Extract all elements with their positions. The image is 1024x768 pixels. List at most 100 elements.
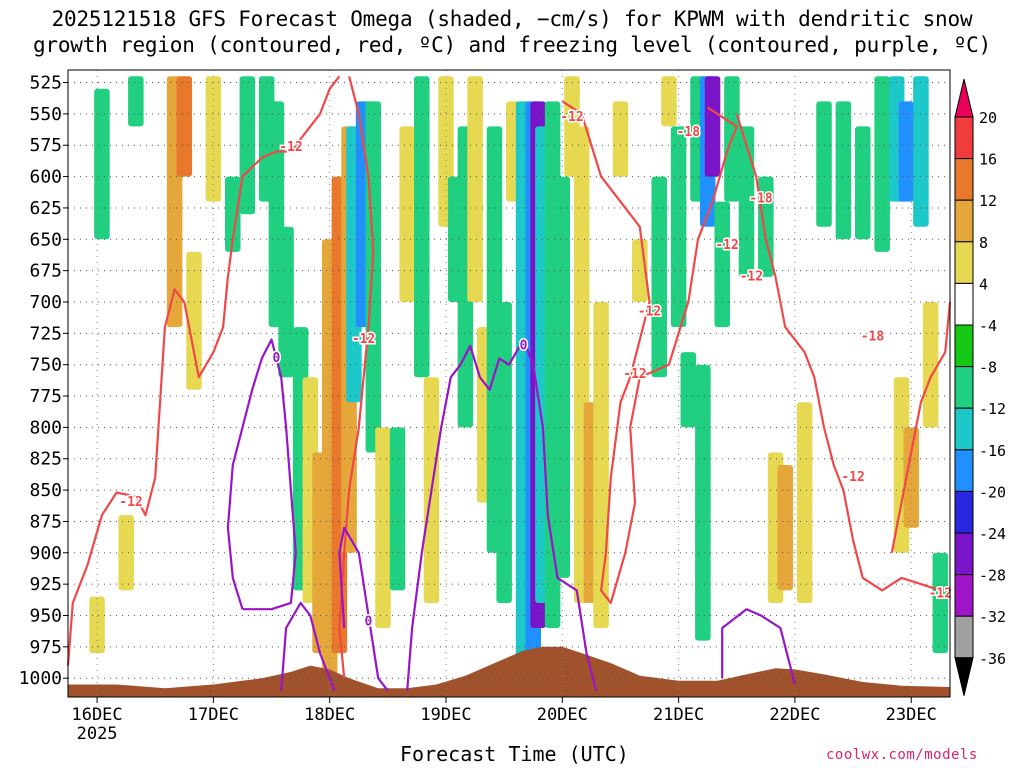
colorbar-swatch bbox=[954, 241, 974, 284]
omega-band bbox=[898, 101, 915, 202]
colorbar-bottom-arrow bbox=[954, 657, 974, 696]
y-tick-label: 675 bbox=[29, 261, 62, 282]
y-tick-label: 900 bbox=[29, 543, 62, 564]
contour-line bbox=[406, 338, 598, 691]
contour-label: -18 bbox=[861, 330, 885, 345]
omega-band bbox=[375, 427, 391, 629]
y-tick-label: 700 bbox=[29, 292, 62, 313]
omega-band bbox=[89, 596, 105, 654]
terrain-layer bbox=[68, 646, 950, 697]
omega-band bbox=[554, 176, 571, 578]
colorbar-swatch bbox=[954, 366, 974, 409]
colorbar-label: -16 bbox=[979, 442, 1006, 460]
omega-band bbox=[855, 126, 871, 240]
gridlines bbox=[68, 70, 950, 697]
y-tick-label: 750 bbox=[29, 355, 62, 376]
omega-band bbox=[874, 76, 890, 252]
colorbar-label: 8 bbox=[979, 234, 988, 252]
colorbar-label: -12 bbox=[979, 400, 1006, 418]
colorbar-swatch bbox=[954, 407, 974, 451]
contour-line bbox=[561, 100, 738, 605]
y-tick-label: 600 bbox=[29, 167, 62, 188]
contour-line bbox=[66, 75, 341, 666]
y-tick-label: 975 bbox=[29, 637, 62, 658]
colorbar-top-arrow bbox=[954, 78, 974, 118]
contour-label: 0 bbox=[365, 614, 373, 629]
colorbar-swatch bbox=[954, 615, 974, 659]
omega-band bbox=[922, 301, 939, 428]
credit-link[interactable]: coolwx.com/models bbox=[826, 747, 978, 763]
omega-band bbox=[205, 76, 222, 202]
omega-band bbox=[128, 76, 144, 127]
contour-label: -12 bbox=[119, 495, 142, 510]
omega-band bbox=[593, 301, 609, 629]
title-line-2: growth region (contoured, red, ºC) and f… bbox=[32, 33, 992, 57]
omega-band bbox=[680, 352, 697, 428]
contour-line bbox=[721, 608, 796, 685]
colorbar-label: -8 bbox=[979, 359, 997, 377]
omega-band bbox=[186, 251, 202, 390]
omega-band bbox=[176, 76, 193, 177]
contour-labels: -12 -12 -12 -12 -18 -12 -18 -12 -12 -12 -18 -12 -12 0… bbox=[118, 109, 954, 631]
colorbar-label: -32 bbox=[979, 608, 1006, 626]
omega-band bbox=[496, 301, 512, 603]
omega-band bbox=[661, 76, 677, 127]
y-tick-label: 950 bbox=[29, 605, 62, 626]
contour-line bbox=[735, 113, 950, 592]
y-tick-label: 550 bbox=[29, 104, 62, 125]
y-tick-label: 800 bbox=[29, 417, 62, 438]
colorbar-label: 20 bbox=[979, 109, 997, 127]
colorbar-label: -36 bbox=[979, 650, 1006, 668]
x-tick-label: 16DEC bbox=[71, 705, 122, 725]
contour-label: -12 bbox=[841, 470, 864, 485]
contour-label: -12 bbox=[740, 269, 763, 284]
omega-band bbox=[714, 201, 730, 328]
omega-band bbox=[278, 226, 294, 378]
omega-band bbox=[414, 76, 430, 378]
omega-shading bbox=[89, 76, 949, 679]
omega-band bbox=[738, 126, 755, 277]
omega-band bbox=[835, 101, 852, 240]
contour-label: -12 bbox=[279, 140, 302, 155]
colorbar-label: 12 bbox=[979, 192, 997, 210]
omega-band bbox=[777, 465, 793, 591]
contour-label: -12 bbox=[560, 110, 583, 125]
colorbar-label: 4 bbox=[979, 275, 988, 293]
contour-line bbox=[338, 76, 375, 679]
omega-band bbox=[225, 176, 241, 252]
omega-band bbox=[651, 176, 667, 378]
terrain-fill bbox=[68, 646, 950, 697]
colorbar-swatch bbox=[954, 282, 974, 326]
contour-line bbox=[338, 526, 389, 692]
x-tick-label: 19DEC bbox=[420, 705, 471, 725]
omega-band bbox=[816, 101, 832, 227]
plot-frame bbox=[67, 69, 951, 698]
omega-band bbox=[913, 76, 929, 227]
colorbar-label: -28 bbox=[979, 567, 1006, 585]
colorbar-label: 16 bbox=[979, 151, 997, 169]
y-tick-label: 775 bbox=[29, 386, 62, 407]
y-tick-label: 825 bbox=[29, 449, 62, 470]
contour-label: -12 bbox=[715, 238, 738, 253]
contour-line bbox=[280, 601, 336, 692]
y-tick-label: 725 bbox=[29, 323, 62, 344]
omega-band bbox=[118, 515, 134, 591]
colorbar-swatch bbox=[954, 449, 974, 492]
colorbar-swatch bbox=[954, 532, 974, 576]
contour-label: -12 bbox=[623, 367, 646, 382]
colorbar: 20 16 12 8 4 -4 -8 -12 -16 -20 -24 -28 -32 -36 bbox=[954, 78, 1006, 696]
contour-label: -18 bbox=[677, 125, 701, 140]
colorbar-swatch bbox=[954, 158, 974, 201]
contour-line bbox=[226, 338, 297, 611]
omega-band bbox=[903, 427, 919, 528]
chart-title: 2025121518 GFS Forecast Omega (shaded, −… bbox=[0, 6, 1024, 58]
contour-label: -12 bbox=[352, 332, 375, 347]
y-tick-label: 525 bbox=[29, 73, 62, 94]
y-tick-label: 850 bbox=[29, 480, 62, 501]
omega-band bbox=[796, 402, 813, 603]
omega-band bbox=[932, 552, 949, 654]
x-axis-label: Forecast Time (UTC) bbox=[400, 742, 629, 766]
contour-label: -12 bbox=[929, 587, 952, 602]
